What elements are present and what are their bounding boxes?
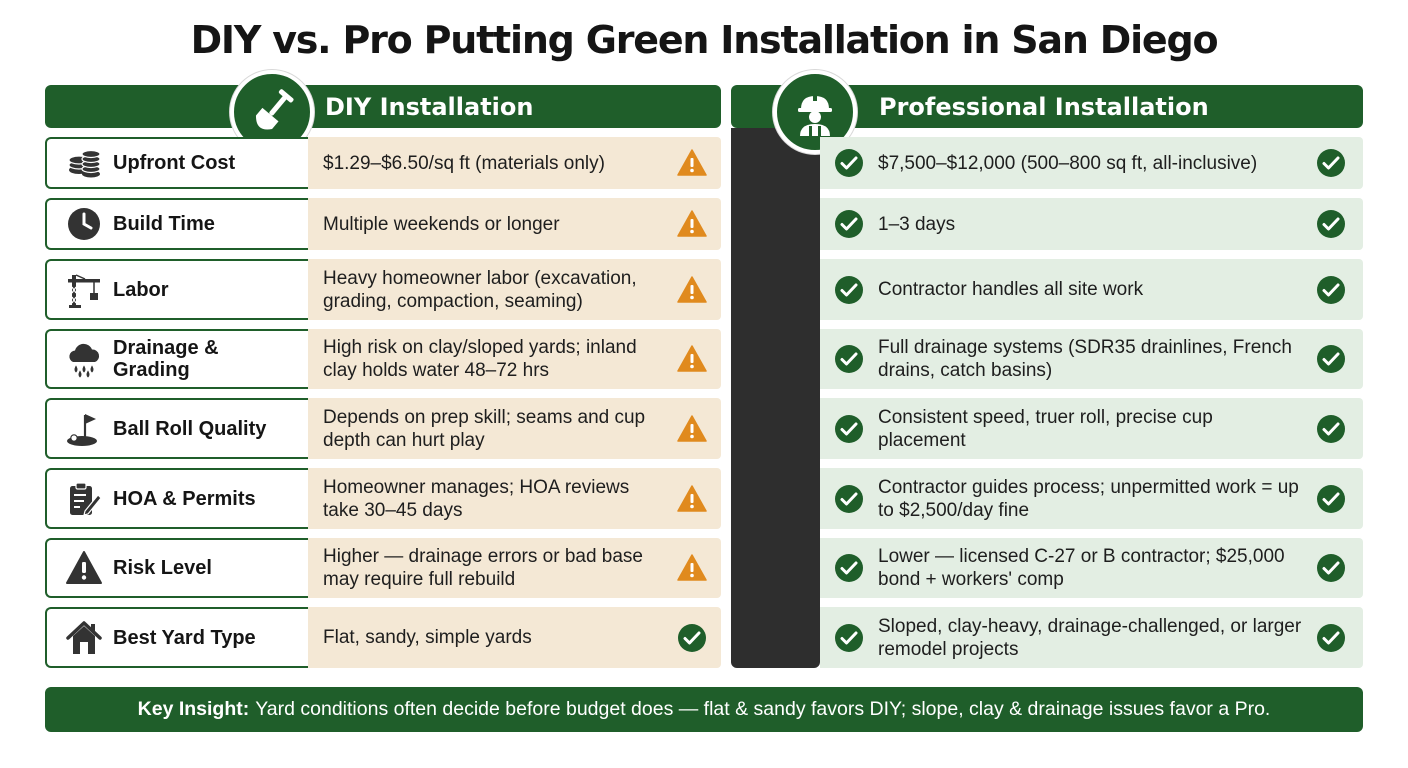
warning-icon xyxy=(677,210,707,237)
clock-icon xyxy=(65,205,103,243)
diy-cell: Depends on prep skill; seams and cup dep… xyxy=(308,398,721,459)
diy-cell: $1.29–$6.50/sq ft (materials only) xyxy=(308,137,721,189)
row-label-text: Drainage & Grading xyxy=(113,337,219,381)
page-title: DIY vs. Pro Putting Green Installation i… xyxy=(190,18,1219,62)
warning-icon xyxy=(677,554,707,581)
pro-cell: Lower — licensed C-27 or B contractor; $… xyxy=(820,538,1363,598)
row-label-drainage-grading: Drainage & Grading xyxy=(45,329,308,389)
check-icon xyxy=(1317,484,1345,513)
check-icon xyxy=(1317,623,1345,652)
coins-icon xyxy=(65,144,103,182)
check-icon xyxy=(835,345,863,373)
diy-cell: Flat, sandy, simple yards xyxy=(308,607,721,668)
row-label-text: Best Yard Type xyxy=(113,626,256,649)
pro-cell-text: Sloped, clay-heavy, drainage-challenged,… xyxy=(878,615,1302,660)
column-divider xyxy=(731,128,820,668)
row-label-risk-level: Risk Level xyxy=(45,538,308,598)
diy-cell: High risk on clay/sloped yards; inland c… xyxy=(308,329,721,389)
clipboard-pen-icon xyxy=(65,480,103,518)
warning-icon xyxy=(677,484,707,512)
golf-flag-icon xyxy=(65,410,103,448)
pro-cell: $7,500–$12,000 (500–800 sq ft, all-inclu… xyxy=(820,137,1363,189)
check-icon xyxy=(835,149,863,177)
pro-cell-text: $7,500–$12,000 (500–800 sq ft, all-inclu… xyxy=(878,152,1258,174)
check-icon xyxy=(1317,345,1345,373)
house-icon xyxy=(65,619,103,657)
row-label-build-time: Build Time xyxy=(45,198,308,250)
row-label-text: Upfront Cost xyxy=(113,152,236,174)
pro-cell: Full drainage systems (SDR35 drainlines,… xyxy=(820,329,1363,389)
key-insight-text: Yard conditions often decide before budg… xyxy=(255,698,1271,720)
pro-header-label: Professional Installation xyxy=(879,92,1209,121)
diy-cell-text: High risk on clay/sloped yards; inland c… xyxy=(323,337,637,381)
diy-cell-text: Flat, sandy, simple yards xyxy=(323,627,532,648)
diy-cell: Homeowner manages; HOA reviews take 30–4… xyxy=(308,468,721,529)
warning-icon xyxy=(677,345,707,372)
warning-icon xyxy=(677,275,707,303)
pro-cell: Contractor guides process; unpermitted w… xyxy=(820,468,1363,529)
pro-cell: Consistent speed, truer roll, precise cu… xyxy=(820,398,1363,459)
row-label-best-yard-type: Best Yard Type xyxy=(45,607,308,668)
pro-cell: Contractor handles all site work xyxy=(820,259,1363,320)
check-icon xyxy=(1317,414,1345,443)
diy-cell: Multiple weekends or longer xyxy=(308,198,721,250)
diy-cell: Heavy homeowner labor (excavation, gradi… xyxy=(308,259,721,320)
diy-cell-text: Homeowner manages; HOA reviews take 30–4… xyxy=(323,476,630,521)
warning-icon xyxy=(677,414,707,442)
diy-cell-text: $1.29–$6.50/sq ft (materials only) xyxy=(323,152,605,174)
row-label-upfront-cost: Upfront Cost xyxy=(45,137,308,189)
pro-cell-text: Consistent speed, truer roll, precise cu… xyxy=(878,406,1213,451)
check-icon xyxy=(835,484,863,513)
check-icon xyxy=(1317,554,1345,582)
row-label-text: Build Time xyxy=(113,213,215,235)
check-icon xyxy=(678,623,706,652)
key-insight-label: Key Insight: xyxy=(137,698,250,720)
check-icon xyxy=(1317,149,1345,177)
pro-cell-text: Contractor guides process; unpermitted w… xyxy=(878,476,1299,521)
diy-cell-text: Heavy homeowner labor (excavation, gradi… xyxy=(323,267,637,312)
diy-cell-text: Depends on prep skill; seams and cup dep… xyxy=(323,406,646,451)
pro-cell-text: Contractor handles all site work xyxy=(878,279,1144,300)
pro-cell-text: Lower — licensed C-27 or B contractor; $… xyxy=(878,546,1285,590)
row-label-text: Ball Roll Quality xyxy=(113,417,267,440)
check-icon xyxy=(835,554,863,582)
key-insight-banner: Key Insight: Yard conditions often decid… xyxy=(45,687,1363,732)
check-icon xyxy=(835,275,863,304)
diy-header-label: DIY Installation xyxy=(325,92,534,121)
check-icon xyxy=(835,623,863,652)
pro-cell: Sloped, clay-heavy, drainage-challenged,… xyxy=(820,607,1363,668)
check-icon xyxy=(1317,275,1345,304)
pro-cell-text: 1–3 days xyxy=(878,213,956,235)
pro-cell-text: Full drainage systems (SDR35 drainlines,… xyxy=(878,337,1292,381)
pro-cell: 1–3 days xyxy=(820,198,1363,250)
row-label-hoa-permits: HOA & Permits xyxy=(45,468,308,529)
check-icon xyxy=(835,414,863,443)
row-label-text: Labor xyxy=(113,278,169,301)
check-icon xyxy=(1317,210,1345,238)
warning-triangle-icon xyxy=(65,549,103,587)
warning-icon xyxy=(677,149,707,176)
row-label-text: Risk Level xyxy=(113,557,212,579)
diy-cell: Higher — drainage errors or bad base may… xyxy=(308,538,721,598)
check-icon xyxy=(835,210,863,238)
row-label-labor: Labor xyxy=(45,259,308,320)
rain-cloud-icon xyxy=(65,340,103,378)
row-label-text: HOA & Permits xyxy=(113,487,256,510)
crane-icon xyxy=(65,271,103,309)
diy-header: DIY Installation xyxy=(45,85,721,128)
diy-cell-text: Higher — drainage errors or bad base may… xyxy=(323,546,644,590)
row-label-ball-roll-quality: Ball Roll Quality xyxy=(45,398,308,459)
diy-cell-text: Multiple weekends or longer xyxy=(323,213,560,235)
